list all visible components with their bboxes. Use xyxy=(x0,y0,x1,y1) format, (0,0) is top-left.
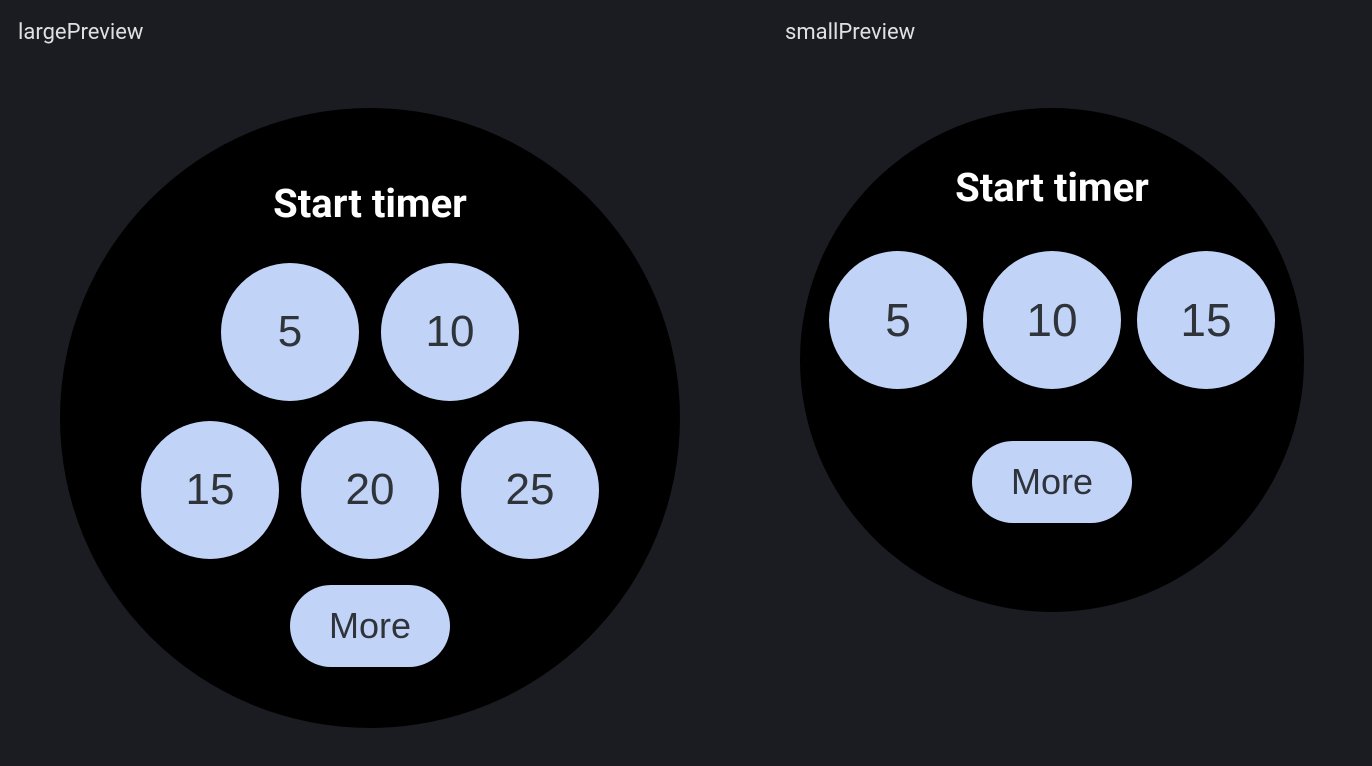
timer-button-5[interactable]: 5 xyxy=(829,251,967,389)
timer-title: Start timer xyxy=(955,164,1149,211)
timer-button-5[interactable]: 5 xyxy=(221,263,359,401)
more-button[interactable]: More xyxy=(972,441,1132,523)
watch-face-large: Start timer 5 10 15 20 25 More xyxy=(60,108,680,728)
timer-button-15[interactable]: 15 xyxy=(1137,251,1275,389)
timer-button-10[interactable]: 10 xyxy=(983,251,1121,389)
timer-button-15[interactable]: 15 xyxy=(141,421,279,559)
timer-button-grid: 5 10 15 20 25 More xyxy=(141,263,599,667)
watch-face-small: Start timer 5 10 15 More xyxy=(800,108,1304,612)
timer-row-1: 5 10 15 xyxy=(829,251,1275,389)
more-button[interactable]: More xyxy=(290,585,450,667)
timer-row-2: 15 20 25 xyxy=(141,421,599,559)
timer-title: Start timer xyxy=(273,180,467,227)
timer-button-grid: 5 10 15 More xyxy=(829,251,1275,523)
timer-button-10[interactable]: 10 xyxy=(381,263,519,401)
timer-button-20[interactable]: 20 xyxy=(301,421,439,559)
timer-row-1: 5 10 xyxy=(221,263,519,401)
timer-button-25[interactable]: 25 xyxy=(461,421,599,559)
small-preview-label: smallPreview xyxy=(785,20,915,45)
large-preview-label: largePreview xyxy=(18,20,143,45)
